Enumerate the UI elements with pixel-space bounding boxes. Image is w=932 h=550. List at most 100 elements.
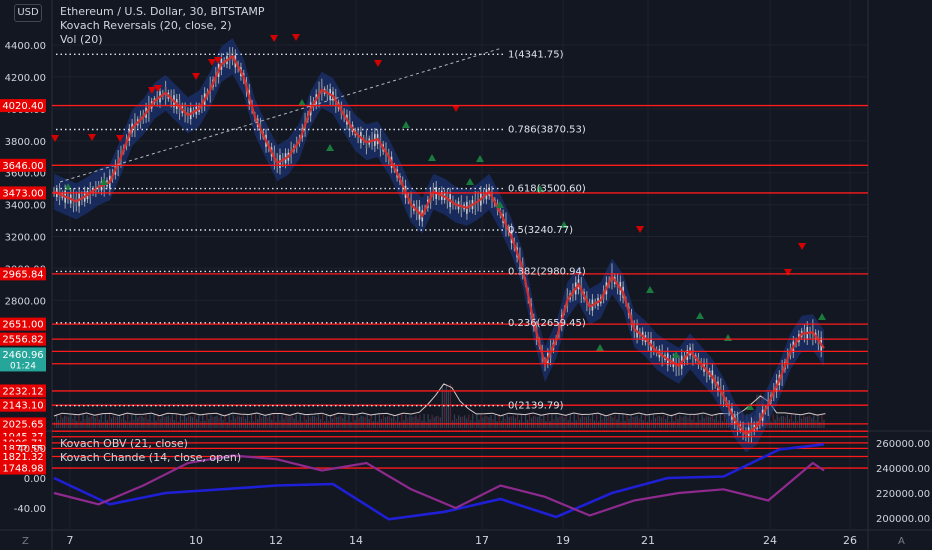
- level-price-tag: [0, 317, 46, 331]
- volume-bar: [695, 421, 697, 428]
- volume-bar: [212, 417, 214, 428]
- volume-bar: [778, 417, 780, 428]
- auto-scale-icon[interactable]: A: [898, 536, 905, 547]
- volume-bar: [214, 416, 216, 428]
- sell-marker: [88, 134, 96, 141]
- level-price-tag: [0, 186, 46, 200]
- sell-marker: [148, 87, 156, 94]
- volume-bar: [358, 417, 360, 428]
- volume-bar: [254, 414, 257, 428]
- volume-bar: [547, 414, 549, 428]
- buy-marker: [496, 201, 504, 208]
- volume-bar: [496, 421, 498, 428]
- fib-level-label: 0.786(3870.53): [508, 124, 586, 135]
- volume-bar: [782, 416, 784, 428]
- volume-bar: [317, 414, 320, 428]
- volume-bar: [82, 414, 84, 428]
- volume-bar: [608, 415, 610, 428]
- volume-bar: [301, 421, 303, 428]
- volume-bar: [494, 414, 496, 428]
- volume-bar: [786, 414, 789, 428]
- volume-bar: [606, 417, 608, 428]
- volume-bar: [64, 415, 66, 428]
- volume-bar: [819, 421, 821, 428]
- volume-bar: [480, 414, 482, 428]
- x-tick-label: 14: [349, 534, 363, 547]
- volume-bar: [399, 421, 401, 428]
- level-price-tag: [0, 99, 46, 113]
- indicator-kovach-chande[interactable]: Kovach Chande (14, close, open): [60, 451, 242, 464]
- indicator-kovach-reversals[interactable]: Kovach Reversals (20, close, 2): [60, 19, 232, 32]
- y-tick-label: 4200.00: [5, 73, 46, 84]
- volume-bar: [175, 414, 177, 428]
- volume-bar: [252, 421, 255, 428]
- level-price-tag: [0, 450, 46, 464]
- volume-bar: [112, 415, 115, 428]
- volume-bar: [131, 414, 133, 428]
- volume-bar: [202, 414, 204, 428]
- volume-bar: [449, 384, 452, 428]
- buy-marker: [596, 344, 604, 351]
- volume-bar: [273, 414, 275, 428]
- volume-bar: [157, 414, 159, 428]
- volume-bar: [123, 414, 125, 428]
- volume-bar: [356, 414, 358, 428]
- volume-bar: [632, 416, 634, 428]
- buy-marker: [326, 144, 334, 151]
- volume-bar: [644, 414, 646, 428]
- volume-bar: [238, 416, 240, 428]
- volume-bar: [94, 417, 96, 428]
- volume-bar: [224, 414, 226, 428]
- y-tick-label: 3600.00: [5, 169, 46, 180]
- volume-bar: [198, 414, 200, 428]
- volume-bar: [693, 414, 695, 428]
- fib-level-label: 0.5(3240.77): [508, 225, 573, 236]
- y-tick-label: 3800.00: [5, 137, 46, 148]
- level-price-label: 2025.65: [2, 419, 43, 430]
- volume-bar: [259, 414, 261, 428]
- level-price-tag: [0, 417, 46, 431]
- volume-bar: [167, 415, 169, 428]
- volume-bar: [311, 415, 314, 428]
- currency-button[interactable]: USD: [14, 4, 42, 22]
- volume-bar: [472, 414, 474, 428]
- volume-bar: [573, 414, 575, 428]
- volume-bar: [149, 414, 151, 428]
- volume-bar: [543, 414, 545, 428]
- volume-bar: [240, 416, 242, 428]
- volume-bar: [250, 414, 253, 428]
- volume-bar: [265, 415, 267, 428]
- volume-bar: [549, 421, 551, 428]
- volume-bar: [614, 414, 616, 428]
- level-price-tag: [0, 461, 46, 475]
- volume-bar: [612, 417, 614, 428]
- volume-bar: [216, 415, 218, 428]
- sell-marker: [116, 135, 124, 142]
- osc-tick-label: -40.00: [14, 504, 46, 515]
- volume-bar: [350, 421, 352, 428]
- volume-bar: [809, 415, 811, 428]
- volume-ma-line: [53, 383, 826, 417]
- last-price-tag: [0, 347, 46, 372]
- sell-marker: [452, 105, 460, 112]
- y-tick-label: 4400.00: [5, 41, 46, 52]
- volume-bar: [187, 415, 190, 428]
- volume-bar: [697, 414, 699, 428]
- volume-bar: [514, 418, 517, 428]
- indicator-kovach-obv[interactable]: Kovach OBV (21, close): [60, 437, 188, 450]
- volume-bar: [104, 414, 106, 428]
- volume-bar: [571, 421, 573, 428]
- volume-bar: [610, 416, 612, 428]
- volume-bar: [194, 415, 196, 428]
- volume-bar: [464, 415, 466, 428]
- volume-bar: [407, 418, 409, 428]
- volume-bar: [551, 414, 553, 428]
- sell-marker: [374, 60, 382, 67]
- obv-tick-label: 200000.00: [876, 514, 930, 525]
- volume-bar: [679, 415, 681, 428]
- volume-bar: [190, 416, 192, 428]
- timezone-icon[interactable]: Z: [22, 536, 29, 547]
- volume-bar: [652, 414, 655, 428]
- indicator-volume[interactable]: Vol (20): [60, 33, 103, 46]
